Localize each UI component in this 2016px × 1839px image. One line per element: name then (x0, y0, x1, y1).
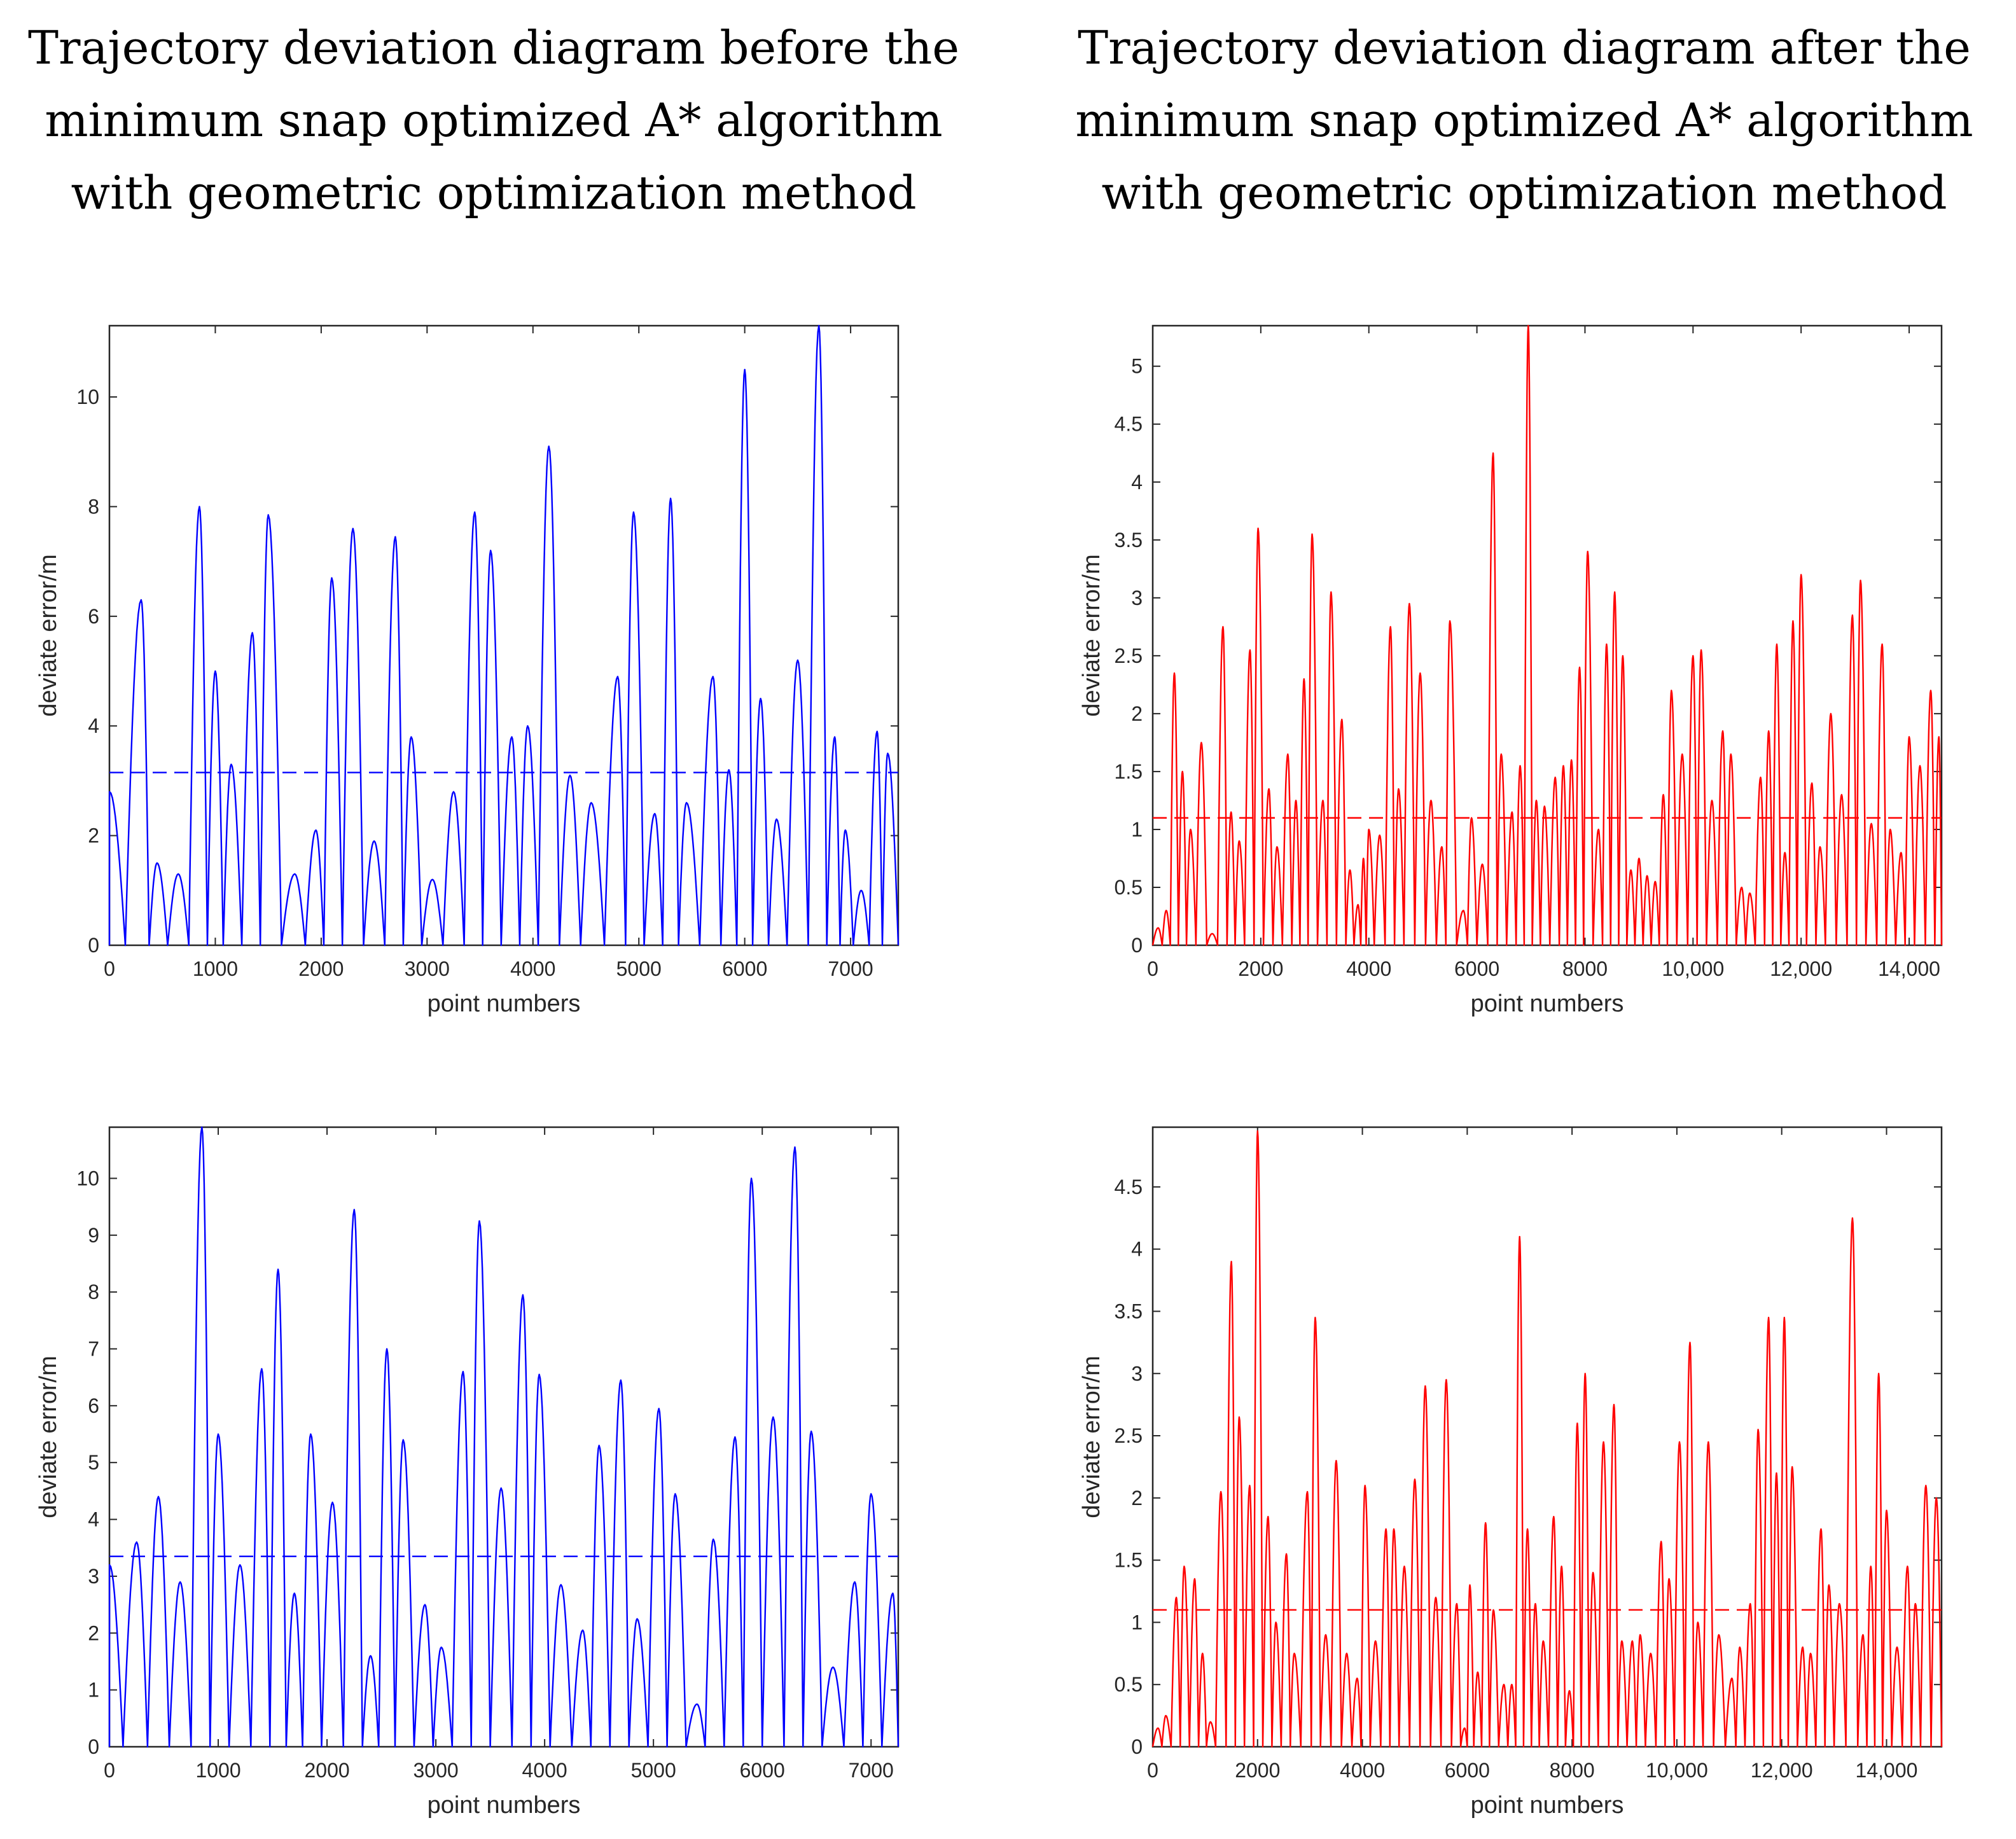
chart-before-top: 0 1000 2000 3000 4000 5000 6000 7000 0 2 4 6 8 10 poin… (35, 324, 900, 1017)
y-axis-title: deviate error/m (1078, 1356, 1105, 1518)
x-tick-label: 3000 (414, 1759, 459, 1782)
x-tick-label: 8000 (1562, 957, 1608, 980)
y-tick-label: 4 (1131, 471, 1143, 494)
x-tick-label: 14,000 (1856, 1759, 1918, 1782)
y-tick-label: 1 (1131, 818, 1143, 841)
y-tick-label: 2 (88, 1621, 99, 1644)
x-tick-label: 0 (1147, 1759, 1158, 1782)
y-tick-label: 5 (1131, 355, 1143, 378)
right-column-title: Trajectory deviation diagram after the m… (1075, 21, 1973, 219)
y-tick-label: 4 (1131, 1238, 1143, 1261)
x-tick-label: 4000 (522, 1759, 567, 1782)
left-column-title: Trajectory deviation diagram before the … (28, 21, 959, 219)
x-tick-label: 0 (104, 1759, 115, 1782)
deviation-curve (108, 324, 900, 947)
x-tick-label: 0 (104, 957, 115, 980)
y-tick-label: 3.5 (1115, 529, 1143, 552)
x-tick-label: 10,000 (1646, 1759, 1708, 1782)
x-tick-label: 5000 (631, 1759, 676, 1782)
y-tick-label: 3.5 (1115, 1300, 1143, 1322)
y-tick-label: 0 (88, 1735, 99, 1758)
y-tick-label: 2 (1131, 702, 1143, 725)
x-tick-label: 4000 (1346, 957, 1391, 980)
y-tick-label: 1.5 (1115, 760, 1143, 783)
y-tick-label: 8 (88, 1280, 99, 1303)
y-tick-label: 4.5 (1115, 1176, 1143, 1198)
y-tick-label: 5 (88, 1451, 99, 1474)
x-tick-label: 0 (1147, 957, 1158, 980)
y-tick-label: 0.5 (1115, 876, 1143, 899)
y-tick-label: 7 (88, 1337, 99, 1360)
y-tick-label: 1.5 (1115, 1549, 1143, 1572)
x-tick-label: 6000 (740, 1759, 785, 1782)
x-tick-label: 4000 (510, 957, 555, 980)
deviation-curve (108, 1126, 900, 1748)
y-tick-label: 9 (88, 1224, 99, 1247)
y-tick-label: 3 (1131, 1362, 1143, 1385)
x-tick-label: 6000 (1454, 957, 1499, 980)
y-tick-label: 4 (88, 1508, 99, 1531)
plot-frame (1151, 1126, 1943, 1748)
y-tick-label: 0 (88, 934, 99, 957)
y-tick-label: 4.5 (1115, 413, 1143, 436)
x-tick-label: 2000 (1238, 957, 1283, 980)
x-tick-label: 3000 (405, 957, 450, 980)
x-axis-title: point numbers (1471, 990, 1624, 1017)
x-axis-title: point numbers (428, 990, 581, 1017)
y-tick-label: 2 (1131, 1487, 1143, 1509)
y-tick-label: 1 (88, 1679, 99, 1702)
chart-after-bottom: 0 2000 4000 6000 8000 10,000 12,000 14,000 0 0.5 1… (1078, 1126, 1943, 1819)
y-tick-label: 8 (88, 495, 99, 518)
y-tick-label: 3 (1131, 586, 1143, 609)
x-axis-title: point numbers (1471, 1792, 1624, 1819)
x-tick-label: 1000 (195, 1759, 240, 1782)
y-axis-title: deviate error/m (35, 554, 62, 717)
deviation-curve (1151, 324, 1943, 947)
y-tick-label: 0.5 (1115, 1673, 1143, 1696)
x-tick-label: 7000 (828, 957, 873, 980)
x-tick-label: 14,000 (1878, 957, 1940, 980)
y-tick-label: 0 (1131, 934, 1143, 957)
x-tick-label: 12,000 (1770, 957, 1832, 980)
x-tick-label: 8000 (1550, 1759, 1595, 1782)
x-tick-label: 6000 (722, 957, 767, 980)
x-tick-label: 2000 (1235, 1759, 1280, 1782)
y-tick-label: 2.5 (1115, 644, 1143, 667)
y-tick-label: 4 (88, 714, 99, 737)
x-tick-label: 7000 (849, 1759, 894, 1782)
y-tick-label: 6 (88, 1394, 99, 1417)
y-tick-label: 10 (76, 1167, 99, 1190)
chart-before-bottom: 0 1000 2000 3000 4000 5000 6000 7000 0 1 2 3 4 5 6 7 8 9 1… (35, 1126, 900, 1819)
y-tick-label: 6 (88, 605, 99, 628)
x-tick-label: 5000 (616, 957, 662, 980)
y-axis-title: deviate error/m (35, 1356, 62, 1518)
x-tick-label: 6000 (1445, 1759, 1490, 1782)
y-tick-label: 3 (88, 1565, 99, 1588)
y-tick-label: 1 (1131, 1611, 1143, 1634)
plot-frame (108, 1126, 900, 1748)
x-tick-label: 4000 (1340, 1759, 1385, 1782)
x-axis-title: point numbers (428, 1792, 581, 1819)
x-tick-label: 10,000 (1662, 957, 1724, 980)
x-tick-label: 12,000 (1751, 1759, 1813, 1782)
x-tick-label: 2000 (304, 1759, 349, 1782)
y-tick-label: 0 (1131, 1735, 1143, 1758)
x-tick-label: 1000 (193, 957, 238, 980)
y-axis-title: deviate error/m (1078, 554, 1105, 717)
chart-after-top: 0 2000 4000 6000 8000 10,000 12,000 14,000 0 0.5 1… (1078, 324, 1943, 1017)
y-tick-label: 10 (76, 385, 99, 408)
y-tick-label: 2 (88, 824, 99, 847)
x-tick-label: 2000 (298, 957, 344, 980)
deviation-curve (1151, 1130, 1943, 1748)
y-tick-label: 2.5 (1115, 1424, 1143, 1447)
